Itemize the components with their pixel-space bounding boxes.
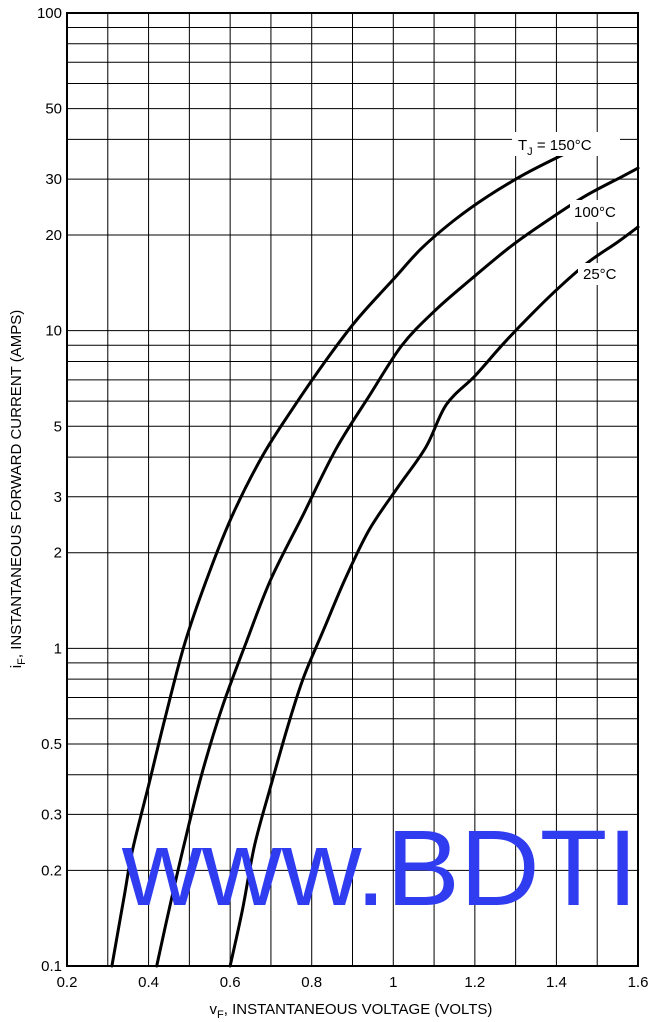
y-tick-label: 50 [45, 101, 62, 118]
y-tick-label: 100 [37, 5, 62, 22]
label-100-bg [570, 200, 626, 222]
y-tick-label: 5 [54, 418, 62, 435]
grid [66, 13, 639, 967]
y-tick-label: 0.1 [41, 958, 62, 975]
y-tick-label: 10 [45, 323, 62, 340]
y-tick-label: 0.2 [41, 862, 62, 879]
x-tick-label: 1 [389, 974, 397, 991]
y-tick-labels: 0.1 0.2 0.3 0.5 1 2 3 5 10 20 30 50 100 [37, 5, 62, 975]
x-tick-label: 1.4 [546, 974, 567, 991]
label-25-bg [578, 263, 624, 285]
curve-tj-150c [110, 143, 587, 968]
x-tick-label: 0.2 [57, 974, 78, 991]
x-tick-label: 0.4 [138, 974, 159, 991]
x-tick-label: 0.6 [220, 974, 241, 991]
x-tick-label: 0.8 [301, 974, 322, 991]
y-tick-label: 1 [54, 640, 62, 657]
y-tick-label: 2 [54, 545, 62, 562]
label-25c: 25°C [583, 266, 617, 283]
plot-frame [66, 12, 639, 967]
tj-150-label: TJ = 150°C [518, 137, 592, 158]
x-axis-title: vF, INSTANTANEOUS VOLTAGE (VOLTS) [210, 1001, 493, 1021]
y-axis-title: iF, INSTANTANEOUS FORWARD CURRENT (AMPS) [8, 310, 28, 668]
curve-100c [155, 166, 640, 968]
x-tick-labels: 0.2 0.4 0.6 0.8 1 1.2 1.4 1.6 [57, 974, 649, 991]
tj-label-bg [512, 132, 620, 156]
y-tick-label: 0.3 [41, 806, 62, 823]
watermark-text: www.BDTI [121, 807, 638, 928]
x-tick-label: 1.6 [628, 974, 649, 991]
x-tick-label: 1.2 [464, 974, 485, 991]
y-tick-label: 20 [45, 227, 62, 244]
y-tick-label: 0.5 [41, 736, 62, 753]
curves [110, 143, 640, 968]
y-tick-label: 3 [54, 489, 62, 506]
curve-25c [228, 225, 640, 968]
y-tick-label: 30 [45, 171, 62, 188]
label-100c: 100°C [574, 204, 616, 221]
